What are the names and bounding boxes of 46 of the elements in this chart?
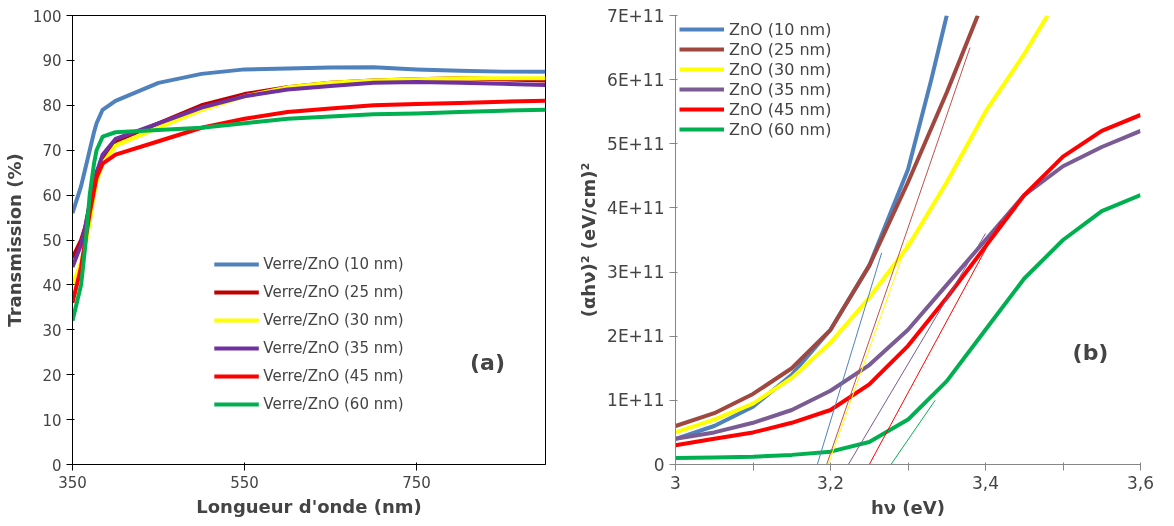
- y-tick-label: 5E+11: [607, 133, 665, 154]
- y-axis-title: Transmission (%): [3, 153, 25, 327]
- y-tick-label: 30: [42, 321, 62, 340]
- annotation: (b): [1072, 339, 1109, 365]
- y-tick-label: 0: [653, 454, 665, 475]
- x-tick-label: 3,4: [971, 472, 1000, 493]
- legend-label: Verre/ZnO (10 nm): [263, 255, 404, 273]
- legend-label: ZnO (10 nm): [729, 19, 832, 39]
- x-axis-title: hν (eV): [871, 496, 945, 518]
- annotation: (a): [470, 349, 505, 375]
- x-tick-label: 750: [402, 473, 431, 492]
- line-series: [72, 65, 546, 216]
- x-tick-label: 350: [58, 473, 87, 492]
- y-tick-label: 2E+11: [607, 326, 665, 347]
- legend-label: ZnO (25 nm): [729, 39, 832, 59]
- x-tick-label: 3,6: [1126, 472, 1155, 493]
- y-tick-label: 10: [42, 411, 62, 430]
- legend-label: ZnO (45 nm): [729, 99, 832, 119]
- y-tick-label: 4E+11: [607, 197, 665, 218]
- y-tick-label: 90: [42, 52, 62, 71]
- y-tick-label: 50: [42, 232, 62, 250]
- x-tick-label: 3,2: [816, 472, 845, 493]
- legend-label: Verre/ZnO (30 nm): [263, 311, 404, 329]
- legend-label: ZnO (60 nm): [729, 119, 832, 139]
- y-tick-label: 0: [51, 456, 62, 475]
- y-tick-label: 80: [42, 97, 62, 116]
- y-tick-label: 1E+11: [607, 390, 665, 411]
- y-tick-label: 7E+11: [607, 5, 665, 26]
- y-tick-label: 6E+11: [607, 69, 665, 90]
- y-axis-title: (αhν)² (eV/cm)²: [578, 162, 600, 318]
- legend-label: Verre/ZnO (25 nm): [263, 283, 404, 301]
- legend-label: Verre/ZnO (45 nm): [263, 367, 404, 385]
- line-series: [675, 193, 1141, 461]
- y-tick-label: 100: [32, 7, 62, 26]
- y-tick-label: 3E+11: [607, 262, 665, 283]
- legend-label: Verre/ZnO (60 nm): [263, 395, 404, 413]
- y-tick-label: 60: [42, 187, 62, 206]
- x-axis-title: Longueur d'onde (nm): [196, 495, 422, 517]
- x-tick-label: 3: [670, 472, 681, 493]
- x-tick-label: 550: [230, 473, 259, 492]
- legend-label: Verre/ZnO (35 nm): [263, 339, 404, 357]
- legend-label: ZnO (35 nm): [729, 79, 832, 99]
- y-tick-label: 40: [42, 276, 62, 295]
- y-tick-label: 70: [42, 142, 62, 161]
- y-tick-label: 20: [42, 366, 62, 385]
- legend-label: ZnO (30 nm): [729, 59, 832, 79]
